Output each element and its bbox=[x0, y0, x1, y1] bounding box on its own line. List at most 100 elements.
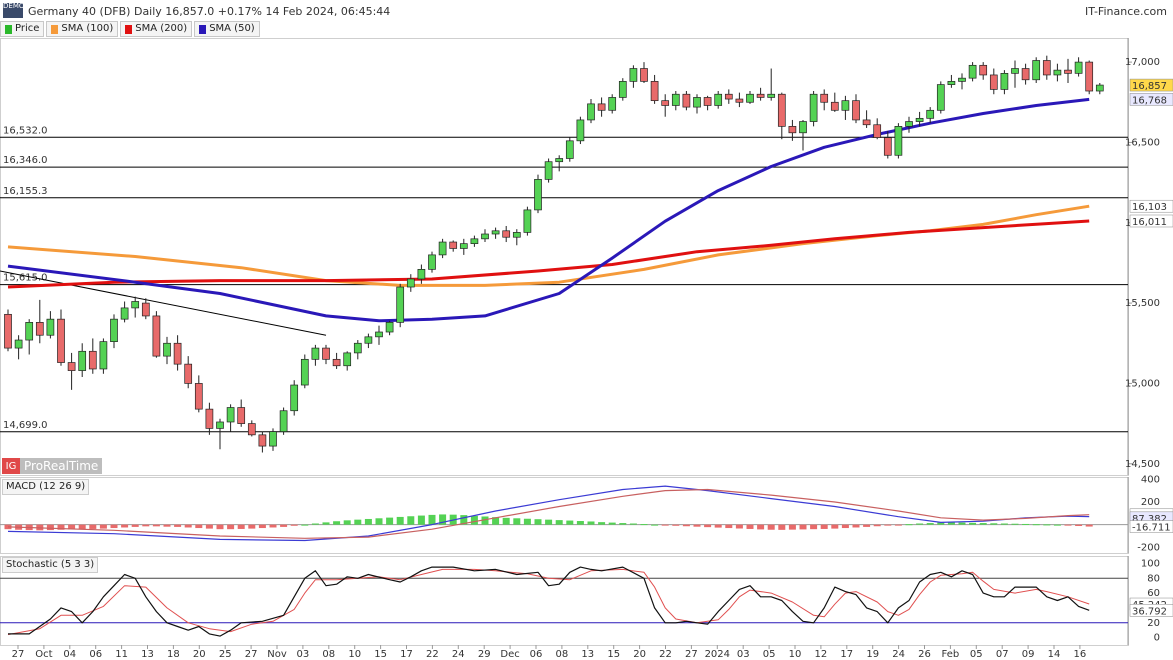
x-tick-label: 05 bbox=[970, 649, 983, 660]
candle-body bbox=[830, 101, 839, 111]
macd-hist-bar bbox=[873, 524, 881, 527]
macd-hist-bar bbox=[735, 524, 743, 529]
candle-body bbox=[205, 408, 214, 429]
macd-hist-bar bbox=[672, 524, 680, 526]
legend-label: Price bbox=[15, 23, 40, 34]
macd-y-tick-label: 200 bbox=[1141, 497, 1160, 508]
macd-hist-bar bbox=[693, 524, 701, 527]
sma200-swatch-icon bbox=[125, 24, 133, 34]
candle-body bbox=[247, 423, 256, 436]
x-tick-label: 06 bbox=[89, 649, 102, 660]
macd-hist-bar bbox=[481, 516, 489, 525]
candle-body bbox=[35, 322, 44, 336]
macd-hist-bar bbox=[810, 524, 818, 530]
candle-body bbox=[1095, 84, 1104, 92]
macd-hist-bar bbox=[714, 524, 722, 528]
stochastic-label[interactable]: Stochastic (5 3 3) bbox=[2, 557, 99, 573]
macd-hist-bar bbox=[767, 524, 775, 530]
macd-hist-bar bbox=[227, 524, 235, 530]
macd-hist-bar bbox=[651, 524, 659, 526]
candle-body bbox=[1074, 61, 1083, 74]
candle-body bbox=[375, 331, 383, 338]
y-tick-label: 15,500 bbox=[1125, 298, 1160, 309]
legend-item-price[interactable]: Price bbox=[0, 21, 45, 37]
indicator-legend: Price SMA (100) SMA (200) SMA (50) bbox=[0, 21, 260, 37]
candle-body bbox=[936, 84, 945, 111]
macd-hist-bar bbox=[248, 524, 256, 529]
sma100-last-tag-label: 16,103 bbox=[1132, 202, 1167, 213]
candle-body bbox=[926, 109, 935, 119]
candle-body bbox=[406, 278, 415, 288]
prorealtime-watermark: IG ProRealTime bbox=[2, 458, 103, 474]
candle-body bbox=[915, 117, 924, 122]
macd-hist-bar bbox=[608, 522, 616, 525]
watermark-text: ProRealTime bbox=[24, 459, 99, 473]
candle-body bbox=[481, 233, 489, 240]
candle-body bbox=[873, 124, 882, 138]
macd-hist-bar bbox=[958, 522, 966, 525]
candle-body bbox=[141, 302, 150, 317]
candle-body bbox=[979, 64, 988, 76]
macd-hist-bar bbox=[523, 518, 531, 525]
macd-hist-bar bbox=[555, 520, 563, 525]
candle-body bbox=[693, 97, 701, 108]
macd-hist-bar bbox=[152, 524, 160, 527]
y-tick-label: 16,500 bbox=[1125, 137, 1160, 148]
candle-body bbox=[958, 77, 966, 82]
macd-hist-bar bbox=[142, 524, 150, 527]
x-tick-label: 05 bbox=[763, 649, 776, 660]
macd-hist-bar bbox=[460, 515, 468, 525]
candle-body bbox=[131, 301, 140, 309]
price-last-tag-label: 16,857 bbox=[1132, 81, 1167, 92]
candle-body bbox=[438, 241, 447, 256]
macd-label[interactable]: MACD (12 26 9) bbox=[2, 479, 90, 495]
candle-body bbox=[608, 97, 617, 111]
x-tick-label: 11 bbox=[115, 649, 128, 660]
x-tick-label: 17 bbox=[400, 649, 413, 660]
candle-body bbox=[1064, 69, 1072, 74]
x-tick-label: 04 bbox=[63, 649, 76, 660]
candle-body bbox=[576, 119, 585, 142]
candle-body bbox=[650, 81, 659, 102]
stochastic-k-tag-box bbox=[1129, 604, 1173, 617]
candle-body bbox=[671, 93, 680, 106]
x-tick-label: 27 bbox=[245, 649, 258, 660]
candle-body bbox=[110, 318, 118, 343]
candle-body bbox=[534, 179, 542, 211]
macd-hist-bar bbox=[131, 524, 139, 527]
candle-body bbox=[300, 358, 309, 386]
macd-hist-bar bbox=[386, 517, 394, 525]
demo-logo: DEMO bbox=[3, 3, 24, 18]
y-tick-label: 14,500 bbox=[1125, 459, 1160, 470]
candle-body bbox=[258, 434, 267, 447]
macd-hist-bar bbox=[57, 524, 65, 530]
macd-hist-bar bbox=[68, 524, 76, 530]
macd-hist-bar bbox=[184, 524, 192, 528]
x-tick-label: 27 bbox=[685, 649, 698, 660]
legend-item-sma100[interactable]: SMA (100) bbox=[46, 21, 119, 37]
macd-y-tick-label: 400 bbox=[1141, 474, 1160, 485]
candle-body bbox=[565, 140, 574, 159]
macd-hist-bar bbox=[905, 524, 913, 526]
candle-body bbox=[332, 358, 341, 367]
macd-hist-bar bbox=[237, 524, 245, 529]
candle-body bbox=[57, 318, 65, 363]
brand-label: IT-Finance.com bbox=[1085, 5, 1167, 18]
legend-item-sma200[interactable]: SMA (200) bbox=[120, 21, 193, 37]
sma200-line bbox=[7, 219, 1090, 289]
candle-body bbox=[343, 352, 352, 367]
macd-hist-bar bbox=[990, 523, 998, 525]
macd-hist-bar bbox=[1022, 523, 1030, 525]
x-tick-label: 13 bbox=[141, 649, 154, 660]
macd-hist-bar bbox=[89, 524, 97, 529]
legend-item-sma50[interactable]: SMA (50) bbox=[194, 21, 260, 37]
sma100-last-tag-box bbox=[1129, 199, 1173, 213]
candle-body bbox=[163, 342, 171, 357]
candle-body bbox=[417, 269, 426, 280]
macd-panel-frame bbox=[0, 477, 1129, 554]
macd-hist-bar bbox=[470, 515, 478, 525]
x-tick-label: 18 bbox=[167, 649, 180, 660]
candle-body bbox=[703, 97, 712, 106]
macd-hist-bar bbox=[884, 524, 892, 526]
